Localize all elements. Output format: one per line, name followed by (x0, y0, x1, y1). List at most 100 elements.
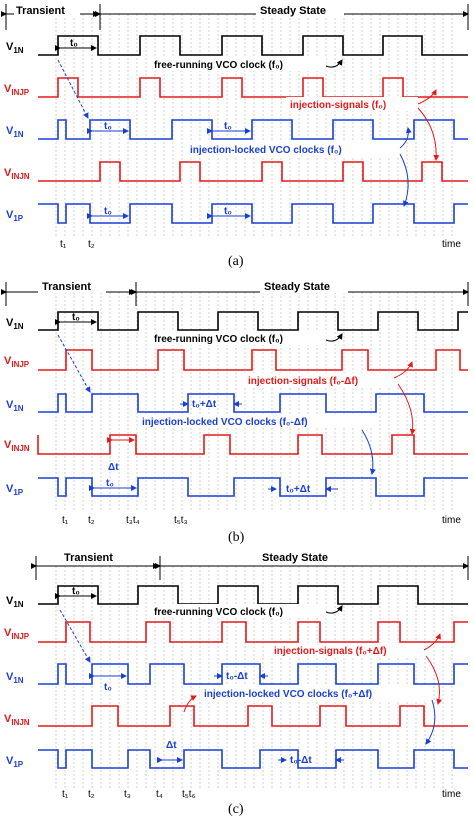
panel-c-period-label: t₀ (104, 682, 112, 693)
panel-a-label-v1n-locked: V1N (6, 125, 24, 139)
panel-a-free-running-label: free-running VCO clock (f₀) (154, 60, 283, 71)
panel-b-label-vinjn: VINJN (4, 439, 30, 453)
panel-b-label-vinjp: VINJP (4, 355, 30, 369)
panel-c-transient-label: Transient (64, 552, 113, 564)
panel-c-locked-label: injection-locked VCO clocks (f₀+Δf) (204, 689, 372, 700)
panel-c-tick-t4: t₄ (156, 789, 163, 800)
panel-c-axis-label: time (442, 789, 461, 800)
panel-b-tick-t2: t₂ (88, 515, 95, 526)
panel-a-ann-bg (188, 142, 402, 156)
panel-b-label-v1n-locked: V1N (6, 399, 24, 413)
panel-c-wave-vinjp (38, 621, 468, 643)
panel-a-header-bg (14, 4, 80, 17)
panel-a: Transient Steady State V1N VINJP V1N VIN… (1, 3, 469, 269)
panel-b-period-shift-label: t₀+Δt (286, 484, 311, 495)
panel-b-wave-vinjn (37, 434, 468, 455)
panel-c-injection-pointer (425, 655, 443, 705)
panel-b-grid (55, 292, 453, 512)
panel-c: Transient Steady State V1N VINJP V1N VIN… (4, 550, 469, 817)
panel-a-period-label: t₀ (104, 121, 112, 132)
panel-b-sync-arrow (57, 334, 91, 393)
panel-b-period-label: t₀ (72, 312, 80, 323)
panel-c-delta-pointer (183, 695, 197, 713)
panel-c-header-bg (258, 550, 346, 564)
panel-b-tick-t1: t₁ (62, 515, 69, 526)
panel-c-label-vinjp: VINJP (4, 627, 30, 641)
panel-c-label-v1n-locked: V1N (6, 671, 24, 685)
panel-a-injection-label: injection-signals (f₀) (290, 100, 386, 111)
panel-a-wave-v1n-free (38, 35, 468, 56)
panel-c-ann-bg (200, 686, 432, 700)
panel-a-axis-label: time (442, 239, 461, 250)
panel-b-label-v1p: V1P (6, 483, 24, 497)
panel-c-period-label: t₀ (72, 586, 80, 597)
panel-b-injection-label: injection-signals (f₀-Δf) (248, 376, 358, 387)
panel-b-injection-pointer (393, 361, 413, 379)
panel-a-ann-bg (286, 97, 418, 111)
panel-c-tick-t5t6: t₅t₆ (182, 789, 196, 800)
panel-b-tick-t3t4: t₃t₄ (126, 515, 140, 526)
panel-a-label-v1p: V1P (6, 209, 24, 223)
panel-b-injection-pointer (397, 383, 416, 435)
panel-c-period-shift-label: t₀-Δt (226, 671, 248, 682)
panel-c-steady-label: Steady State (262, 552, 328, 564)
panel-c-label-v1n: V1N (6, 595, 24, 609)
panel-b-axis-label: time (442, 515, 461, 526)
panel-b-header-bg (38, 279, 106, 293)
panel-c-caption: (c) (228, 802, 244, 816)
panel-b-locked-label: injection-locked VCO clocks (f₀-Δf) (142, 417, 308, 428)
panel-c-injection-pointer (423, 633, 441, 651)
panel-c-ann-bg (150, 604, 326, 618)
panel-b-locked-pointer (361, 429, 376, 475)
panel-a-header-bg (256, 3, 344, 17)
panel-b-free-running-pointer (325, 333, 343, 342)
panel-b-header-bg (260, 279, 348, 293)
panel-c-wave-v1p (38, 749, 468, 769)
panel-c-label-v1p: V1P (6, 755, 24, 769)
panel-c-locked-pointer (425, 699, 436, 745)
panel-c-wave-v1n-locked (38, 663, 468, 685)
panel-c-period-shift-label: t₀-Δt (290, 755, 312, 766)
panel-a-sync-arrow (57, 59, 89, 119)
panel-b-wave-vinjp (38, 349, 468, 371)
panel-b-wave-v1n-locked (38, 393, 468, 413)
panel-c-ann-bg (270, 643, 426, 657)
panel-c-tick-t1: t₁ (62, 789, 69, 800)
panel-c-injection-label: injection-signals (f₀+Δf) (274, 646, 387, 657)
panel-a-free-running-pointer (325, 59, 343, 68)
panel-a-tick-t2: t₂ (88, 239, 95, 250)
panel-a-locked-pointer (399, 153, 409, 207)
panel-a-period-label: t₀ (224, 206, 232, 217)
panel-c-tick-t2: t₂ (88, 789, 95, 800)
panel-b-period-label: t₀ (106, 478, 114, 489)
panel-a-period-label: t₀ (104, 206, 112, 217)
panel-a-injection-pointer (417, 107, 440, 161)
panel-b-free-running-label: free-running VCO clock (f₀) (154, 334, 283, 345)
panel-b-ann-bg (244, 373, 406, 387)
panel-b-ann-bg (150, 331, 326, 345)
panel-a-ann-bg (150, 57, 326, 71)
panel-c-header-bg (60, 550, 132, 564)
panel-c-wave-vinjn (38, 705, 468, 727)
panel-b-tick-t5t3: t₅t₃ (174, 515, 188, 526)
panel-b-caption: (b) (228, 530, 245, 545)
panel-a-grid (55, 14, 453, 238)
panel-a-steady-label: Steady State (260, 5, 326, 17)
panel-b-period-shift-label: t₀+Δt (192, 399, 217, 410)
panel-c-tick-t3: t₃ (124, 789, 131, 800)
panel-b-label-v1n: V1N (6, 317, 24, 331)
panel-a-label-vinjp: VINJP (4, 83, 30, 97)
panel-a-locked-pointer (399, 127, 412, 149)
panel-a-period-label: t₀ (70, 38, 78, 49)
panel-a-wave-v1p (38, 203, 468, 224)
panel-a-injection-pointer (417, 89, 437, 105)
panel-a-label-v1n: V1N (6, 41, 24, 55)
panel-b-transient-label: Transient (42, 281, 91, 293)
panel-a-wave-v1n-locked (38, 119, 468, 140)
panel-a-locked-label: injection-locked VCO clocks (f₀) (190, 145, 342, 156)
panel-a-wave-vinjn (38, 161, 468, 182)
panel-b-delta-label: Δt (108, 462, 119, 473)
panel-a-period-label: t₀ (224, 121, 232, 132)
